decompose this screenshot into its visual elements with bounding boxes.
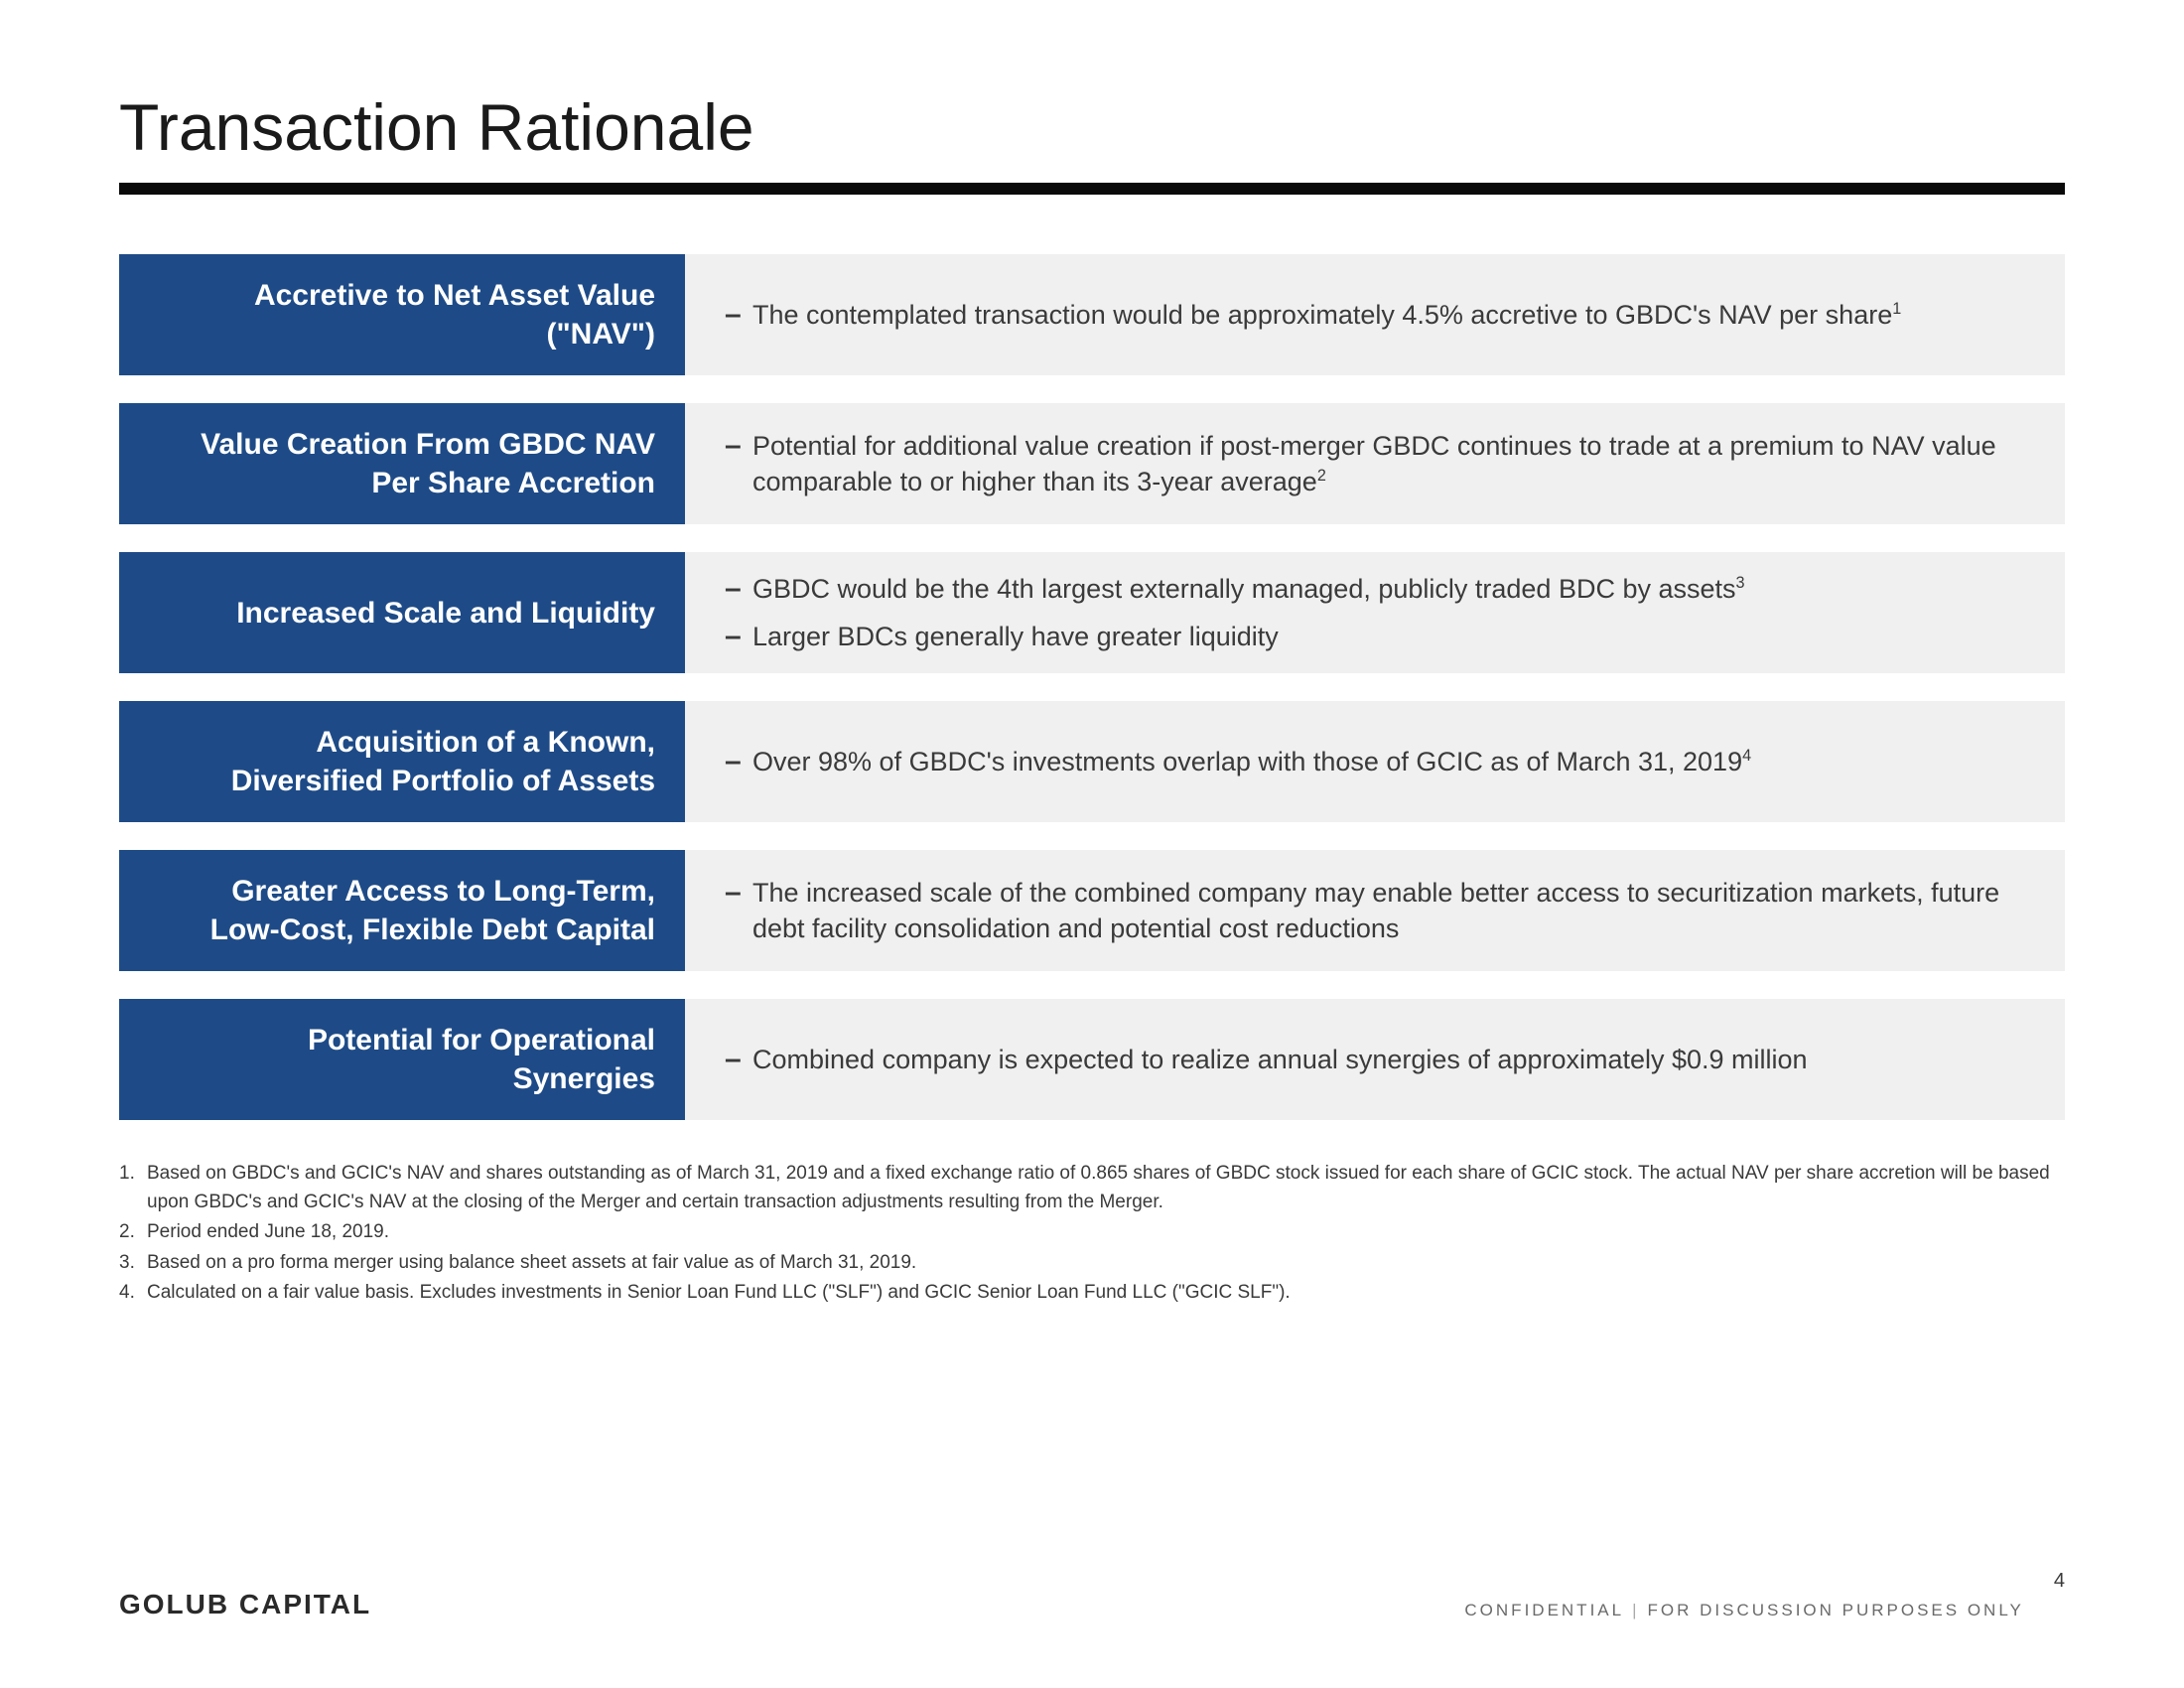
row-label: Greater Access to Long-Term, Low-Cost, F…	[119, 850, 685, 971]
rationale-row: Potential for Operational Synergies –Comb…	[119, 999, 2065, 1120]
bullet-marker: –	[725, 297, 752, 333]
footnote-item: 2.Period ended June 18, 2019.	[119, 1218, 2065, 1247]
row-label: Value Creation From GBDC NAV Per Share A…	[119, 403, 685, 524]
bullet-item: –The contemplated transaction would be a…	[725, 297, 2035, 333]
bullet-text: GBDC would be the 4th largest externally…	[752, 571, 2035, 607]
footnote-item: 4.Calculated on a fair value basis. Excl…	[119, 1279, 2065, 1308]
bullet-marker: –	[725, 571, 752, 607]
rationale-row: Acquisition of a Known, Diversified Port…	[119, 701, 2065, 822]
rationale-row: Greater Access to Long-Term, Low-Cost, F…	[119, 850, 2065, 971]
slide-title: Transaction Rationale	[119, 89, 2065, 165]
bullet-marker: –	[725, 1042, 752, 1077]
title-rule	[119, 183, 2065, 195]
rationale-row: Increased Scale and Liquidity –GBDC would…	[119, 552, 2065, 673]
company-logo: GOLUB CAPITAL	[119, 1589, 371, 1620]
rationale-rows: Accretive to Net Asset Value ("NAV")–The…	[119, 254, 2065, 1120]
footnote-number: 4.	[119, 1279, 147, 1308]
footnotes: 1.Based on GBDC's and GCIC's NAV and sha…	[119, 1160, 2065, 1308]
bullet-marker: –	[725, 875, 752, 911]
confidential-text: CONFIDENTIAL | FOR DISCUSSION PURPOSES ONL…	[1464, 1601, 2023, 1620]
bullet-text: The increased scale of the combined comp…	[752, 875, 2035, 947]
bullet-item: –Combined company is expected to realize…	[725, 1042, 2035, 1077]
row-label: Accretive to Net Asset Value ("NAV")	[119, 254, 685, 375]
footer-right: CONFIDENTIAL | FOR DISCUSSION PURPOSES ONL…	[1464, 1598, 2065, 1620]
slide-footer: GOLUB CAPITAL CONFIDENTIAL | FOR DISCUSSIO…	[119, 1589, 2065, 1620]
bullet-item: –Potential for additional value creation…	[725, 428, 2035, 500]
row-bullets: –The contemplated transaction would be a…	[685, 254, 2065, 375]
footnote-ref: 2	[1317, 467, 1326, 485]
bullet-text: Over 98% of GBDC's investments overlap w…	[752, 744, 2035, 779]
row-label: Potential for Operational Synergies	[119, 999, 685, 1120]
bullet-text: The contemplated transaction would be ap…	[752, 297, 2035, 333]
footnote-text: Period ended June 18, 2019.	[147, 1218, 2065, 1247]
bullet-item: –GBDC would be the 4th largest externall…	[725, 571, 2035, 607]
footnote-ref: 3	[1736, 574, 1745, 592]
footnote-text: Calculated on a fair value basis. Exclud…	[147, 1279, 2065, 1308]
bullet-item: –Larger BDCs generally have greater liqu…	[725, 619, 2035, 654]
bullet-marker: –	[725, 619, 752, 654]
bullet-text: Larger BDCs generally have greater liqui…	[752, 619, 2035, 654]
row-bullets: –The increased scale of the combined com…	[685, 850, 2065, 971]
footnote-ref: 4	[1742, 747, 1751, 765]
footnote-number: 2.	[119, 1218, 147, 1247]
footnote-item: 1.Based on GBDC's and GCIC's NAV and sha…	[119, 1160, 2065, 1216]
footnote-text: Based on GBDC's and GCIC's NAV and share…	[147, 1160, 2065, 1216]
row-label: Increased Scale and Liquidity	[119, 552, 685, 673]
bullet-text: Combined company is expected to realize …	[752, 1042, 2035, 1077]
footnote-number: 1.	[119, 1160, 147, 1216]
row-bullets: –Over 98% of GBDC's investments overlap …	[685, 701, 2065, 822]
row-label: Acquisition of a Known, Diversified Port…	[119, 701, 685, 822]
rationale-row: Accretive to Net Asset Value ("NAV") –The…	[119, 254, 2065, 375]
row-bullets: –Potential for additional value creation…	[685, 403, 2065, 524]
page-number: 4	[2054, 1570, 2065, 1593]
bullet-marker: –	[725, 744, 752, 779]
footnote-ref: 1	[1892, 300, 1901, 318]
bullet-text: Potential for additional value creation …	[752, 428, 2035, 500]
bullet-marker: –	[725, 428, 752, 464]
footnote-item: 3.Based on a pro forma merger using bala…	[119, 1249, 2065, 1278]
separator: |	[1632, 1601, 1639, 1619]
footnote-number: 3.	[119, 1249, 147, 1278]
bullet-item: –The increased scale of the combined com…	[725, 875, 2035, 947]
confidential-left: CONFIDENTIAL	[1464, 1601, 1624, 1619]
row-bullets: –Combined company is expected to realize…	[685, 999, 2065, 1120]
confidential-right: FOR DISCUSSION PURPOSES ONLY	[1648, 1601, 2024, 1619]
footnote-text: Based on a pro forma merger using balanc…	[147, 1249, 2065, 1278]
rationale-row: Value Creation From GBDC NAV Per Share A…	[119, 403, 2065, 524]
bullet-item: –Over 98% of GBDC's investments overlap …	[725, 744, 2035, 779]
row-bullets: –GBDC would be the 4th largest externall…	[685, 552, 2065, 673]
